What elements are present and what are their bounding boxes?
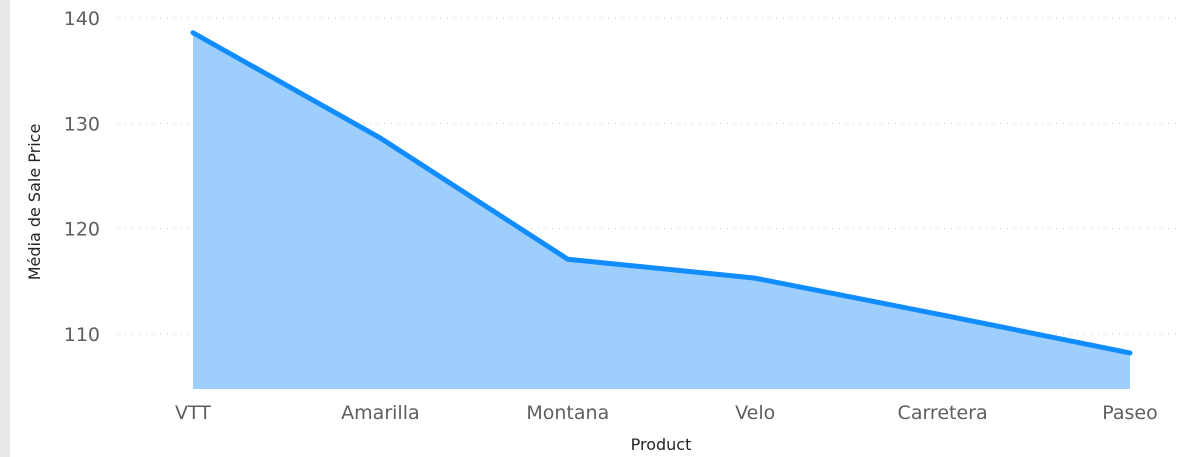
y-tick-label: 110 <box>64 324 100 346</box>
x-tick-label: VTT <box>175 402 211 424</box>
left-panel-edge <box>0 0 10 457</box>
area-layer <box>190 30 1133 389</box>
x-axis-title: Product <box>631 435 692 454</box>
y-tick-label: 120 <box>64 219 100 241</box>
y-axis-ticks: 110 120 130 140 <box>64 8 100 346</box>
x-tick-label: Velo <box>735 402 775 424</box>
y-tick-label: 140 <box>64 8 100 30</box>
y-tick-label: 130 <box>64 113 100 135</box>
y-axis-title: Média de Sale Price <box>25 124 44 281</box>
x-tick-label: Carretera <box>898 402 988 424</box>
x-tick-label: Amarilla <box>341 402 419 424</box>
area-fill <box>193 32 1130 389</box>
series-line <box>190 30 1133 356</box>
x-tick-label: Montana <box>526 402 609 424</box>
x-tick-label: Paseo <box>1102 402 1157 424</box>
x-axis-ticks: VTT Amarilla Montana Velo Carretera Paseo <box>175 402 1158 424</box>
